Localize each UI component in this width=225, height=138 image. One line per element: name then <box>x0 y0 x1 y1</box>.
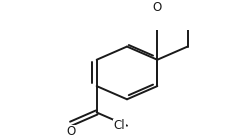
Text: O: O <box>66 125 75 138</box>
Text: O: O <box>152 1 161 14</box>
Text: Cl: Cl <box>113 119 124 132</box>
